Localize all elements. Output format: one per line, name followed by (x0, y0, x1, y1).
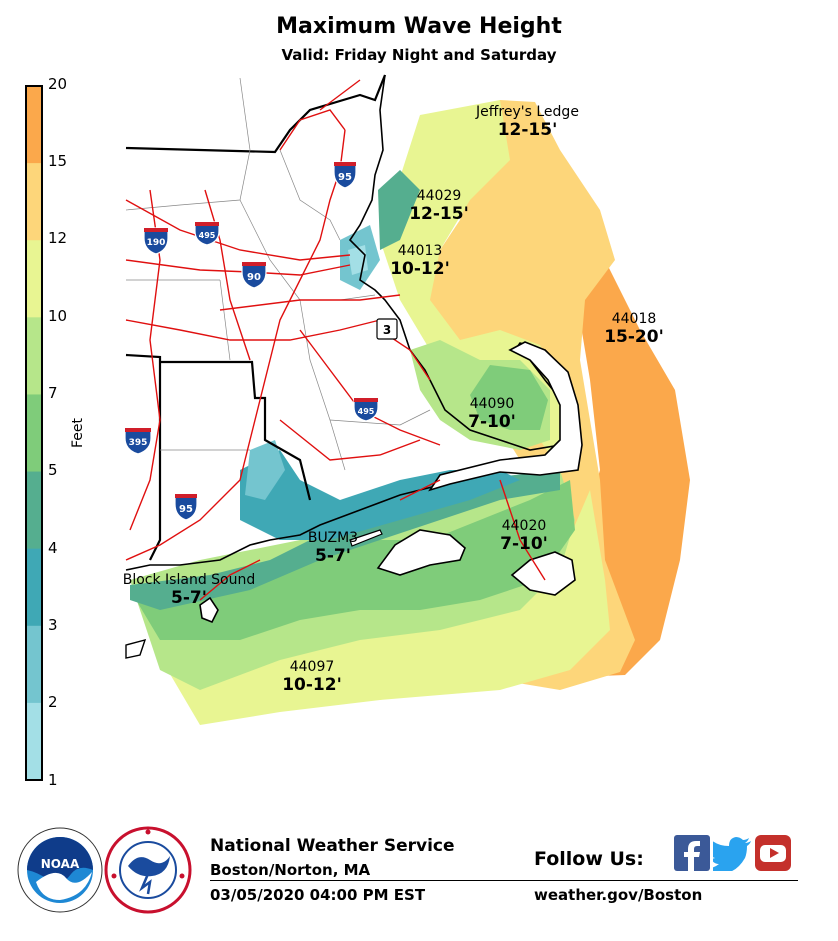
colorbar-segment (26, 163, 42, 241)
footer-office: Boston/Norton, MA (210, 861, 371, 879)
colorbar-tick-3: 3 (48, 616, 58, 634)
noaa-logo-text: NOAA (41, 857, 80, 871)
hwy-label-i395: 395 (129, 438, 148, 448)
hwy-label-rt3: 3 (383, 323, 391, 337)
zone-value: 15-20' (604, 327, 664, 347)
colorbar-tick-1: 1 (48, 771, 58, 789)
colorbar-label: Feet (70, 417, 86, 448)
noaa-logo-icon: NOAA (17, 827, 103, 913)
zone-name: 44013 (397, 243, 443, 259)
hwy-shield-i90: 90 (241, 261, 267, 289)
block-island (199, 596, 219, 624)
zone-value: 10-12' (282, 675, 342, 695)
zone-name: 44029 (416, 188, 462, 204)
zone-44097: 44097 10-12' (275, 659, 349, 695)
colorbar-segment (26, 702, 42, 781)
footer-divider (210, 880, 798, 881)
hwy-label-i95-north: 95 (338, 172, 352, 183)
hwy-label-i190: 190 (147, 238, 166, 248)
zone-value: 7-10' (500, 534, 548, 554)
hwy-shield-i495-south: 495 (353, 397, 379, 422)
hwy-label-i95-south: 95 (179, 504, 193, 515)
colorbar-tick-5: 5 (48, 461, 58, 479)
band-5-7-south (130, 480, 575, 640)
footer-org: National Weather Service (210, 836, 455, 856)
hwy-shield-i95-south: 95 (174, 493, 198, 521)
marthas-vineyard (376, 529, 466, 576)
band-15-20 (500, 250, 690, 680)
colorbar-segment (26, 548, 42, 627)
elizabeth-islands (349, 529, 383, 547)
colorbar-tick-2: 2 (48, 693, 58, 711)
hwy-shield-i190: 190 (143, 227, 169, 255)
hwy-label-i495-south: 495 (358, 407, 375, 416)
zone-name: 44020 (501, 518, 547, 534)
colorbar-tick-10: 10 (48, 307, 68, 325)
colorbar-segment (26, 625, 42, 704)
zone-name: 44090 (469, 396, 515, 412)
cape-cod (428, 341, 583, 492)
hwy-label-i90: 90 (247, 272, 261, 283)
zone-44090: 44090 7-10' (458, 396, 526, 432)
zone-name: BUZM3 (307, 530, 359, 546)
colorbar-tick-12: 12 (48, 229, 68, 247)
band-5-7-bay (470, 365, 548, 430)
nws-logo-icon (104, 826, 192, 914)
twitter-icon[interactable] (713, 835, 753, 871)
colorbar-segment (26, 317, 42, 395)
band-2-3-bay (245, 440, 285, 500)
hwy-shield-i95-north: 95 (333, 161, 357, 189)
zone-block-island-sound: Block Island Sound 5-7' (115, 572, 263, 608)
hwy-shield-rt3: 3 (376, 318, 398, 340)
zone-name: Jeffrey's Ledge (476, 104, 579, 120)
zone-value: 12-15' (409, 204, 469, 224)
colorbar-segment (26, 394, 42, 473)
colorbar-segment (26, 471, 42, 550)
zone-value: 5-7' (315, 546, 351, 566)
zone-44020: 44020 7-10' (490, 518, 558, 554)
colorbar-segment (26, 240, 42, 318)
zone-jeffreys-ledge: Jeffrey's Ledge 12-15' (470, 104, 585, 140)
state-border-ri-ma (160, 360, 312, 501)
state-border-ct-ri (125, 353, 162, 561)
zone-44013: 44013 10-12' (380, 243, 460, 279)
montauk (125, 638, 147, 659)
zone-44029: 44029 12-15' (400, 188, 478, 224)
colorbar-segment (26, 86, 42, 164)
hwy-shield-i395: 395 (124, 427, 152, 455)
zone-buzm3: BUZM3 5-7' (300, 530, 366, 566)
footer-timestamp: 03/05/2020 04:00 PM EST (210, 886, 426, 904)
footer-url[interactable]: weather.gov/Boston (534, 886, 703, 904)
facebook-icon[interactable] (674, 835, 710, 871)
colorbar-tick-7: 7 (48, 384, 58, 402)
zone-value: 5-7' (171, 588, 207, 608)
colorbar-frame (25, 85, 43, 781)
band-4-5-north (378, 170, 420, 250)
zone-44018: 44018 15-20' (598, 311, 670, 347)
follow-us-label: Follow Us: (534, 848, 644, 870)
zone-value: 12-15' (497, 120, 558, 140)
hwy-label-i495-north: 495 (199, 231, 216, 240)
youtube-icon[interactable] (755, 835, 791, 871)
nantucket (510, 551, 576, 596)
zone-name: 44018 (611, 311, 657, 327)
map-subtitle: Valid: Friday Night and Saturday (281, 46, 557, 64)
colorbar-tick-20: 20 (48, 75, 68, 93)
state-border-nh-ma (125, 74, 387, 154)
hwy-shield-i495-north: 495 (194, 221, 220, 246)
zone-name: Block Island Sound (122, 572, 256, 588)
zone-value: 10-12' (390, 259, 450, 279)
zone-name: 44097 (289, 659, 335, 675)
colorbar (26, 86, 42, 781)
zone-value: 7-10' (468, 412, 516, 432)
colorbar-tick-15: 15 (48, 152, 68, 170)
colorbar-tick-4: 4 (48, 539, 58, 557)
map-title: Maximum Wave Height (276, 14, 562, 39)
